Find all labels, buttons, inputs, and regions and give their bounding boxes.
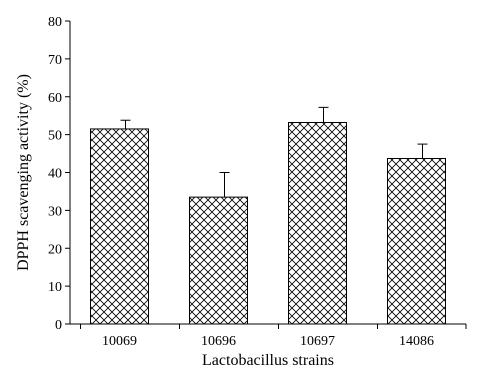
y-tick-label: 60	[48, 91, 62, 106]
x-axis-title: Lactobacillus strains	[202, 352, 334, 369]
y-axis-title: DPPH scavenging activity (%)	[15, 74, 32, 271]
x-tick-label: 10069	[102, 334, 137, 349]
y-tick-label: 20	[48, 242, 62, 257]
y-tick-label: 70	[48, 53, 62, 68]
y-tick-label: 0	[55, 318, 62, 333]
y-tick-label: 10	[48, 280, 62, 295]
y-tick-label: 40	[48, 167, 62, 182]
bar	[90, 128, 149, 325]
y-tick-label: 80	[48, 15, 62, 30]
bar	[387, 157, 446, 325]
y-tick-label: 30	[48, 204, 62, 219]
plot-area: 0 10 20 30 40 50 60 70 80 10069 10696 10697 14086	[48, 15, 467, 349]
x-tick-label: 10697	[300, 334, 335, 349]
bar	[288, 122, 347, 325]
x-tick-label: 10696	[201, 334, 236, 349]
x-tick-label: 14086	[399, 334, 434, 349]
bar	[189, 196, 248, 325]
y-tick-label: 50	[48, 129, 62, 144]
